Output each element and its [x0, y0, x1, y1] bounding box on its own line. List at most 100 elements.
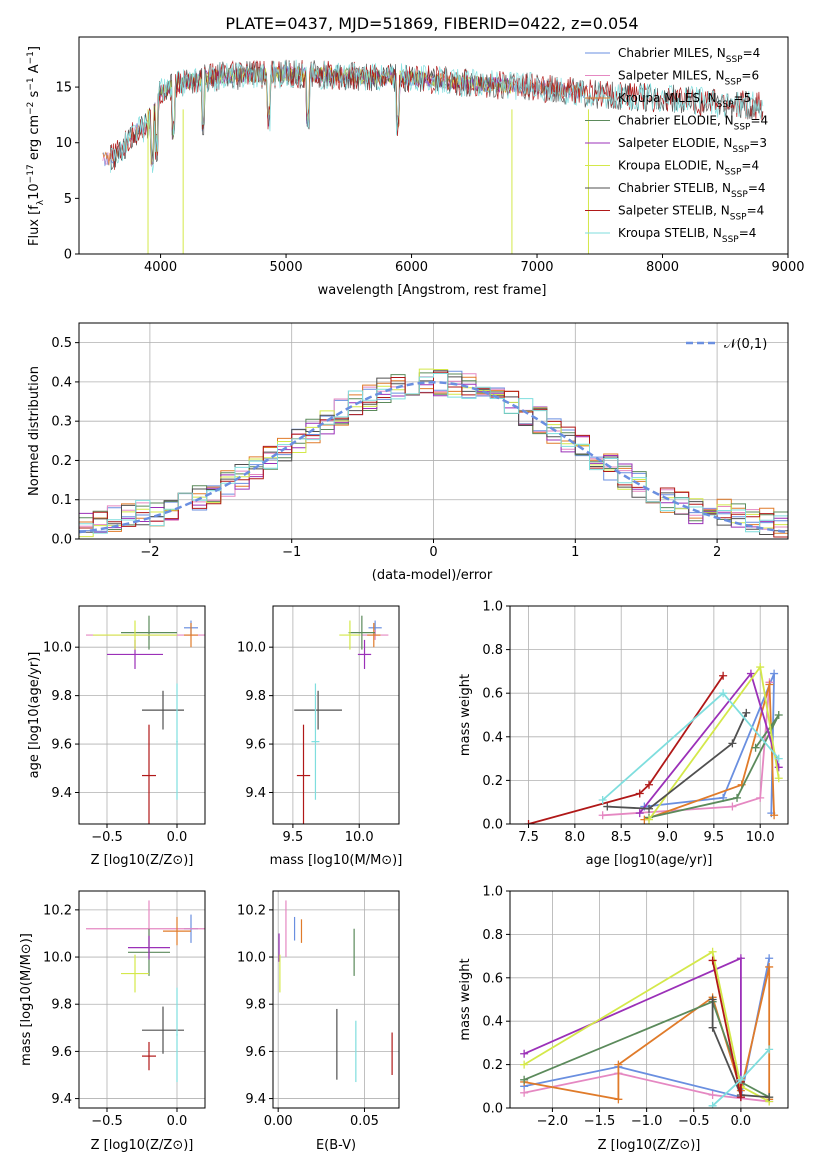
weight-line-chabrier-stelib: [607, 712, 748, 810]
weight-line-salpeter-stelib: [528, 675, 724, 824]
x-tick-label: 0.00: [264, 1114, 293, 1129]
weight-line-chabrier-miles: [644, 673, 775, 814]
weight-marker: [756, 663, 765, 672]
y-tick-label: 10.0: [237, 641, 266, 656]
weight-marker: [708, 995, 717, 1004]
x-tick-label: 7.5: [518, 830, 539, 845]
weight-marker: [770, 669, 779, 678]
legend-label: 𝒩(0,1): [724, 337, 767, 352]
y-tick-label: 0.6: [482, 971, 503, 986]
y-tick-label: 0.1: [51, 493, 72, 508]
y-axis-label: Normed distribution: [27, 366, 42, 496]
axes-age-vs-Z: −0.5 0.0 9.4 9.6 9.8 10.0 Z [log10(Z/Z⊙)] age […: [27, 605, 206, 868]
weight-marker: [614, 1095, 623, 1104]
x-tick-label: 9.5: [704, 830, 725, 845]
legend-label: Salpeter MILES, NSSP=6: [618, 69, 759, 88]
legend-label: Chabrier ELODIE, NSSP=4: [618, 114, 768, 133]
x-tick-label: 5000: [270, 260, 303, 275]
plot-area: [524, 663, 783, 824]
x-axis-label: E(B-V): [316, 1138, 356, 1153]
x-tick-label: 10.0: [345, 830, 374, 845]
axes-frame: [272, 605, 400, 825]
weight-marker: [635, 809, 644, 818]
plot-area: [86, 615, 205, 824]
x-tick-label: 0.0: [167, 830, 188, 845]
x-tick-label: 1: [571, 545, 579, 560]
y-axis-label: mass [log10(M/M⊙)]: [19, 933, 34, 1066]
weight-marker: [751, 743, 760, 752]
axes-weight-vs-age: 7.5 8.0 8.5 9.0 9.5 10.0 0.0 0.2 0.4 0.6 0.8 1.0 age…: [458, 600, 789, 868]
weight-marker: [742, 708, 751, 717]
weight-marker: [598, 811, 607, 820]
weight-marker: [645, 804, 653, 813]
x-tick-label: 0: [429, 545, 437, 560]
axes-residuals: −2 −1 0 1 2 0.0 0.1 0.2 0.3 0.4 0.5 𝒩(0,1) (data-mod…: [27, 322, 789, 583]
y-tick-label: 0.8: [482, 643, 503, 658]
y-tick-label: 9.8: [51, 998, 72, 1013]
x-tick-label: 4000: [144, 260, 177, 275]
y-tick-label: 15: [55, 81, 72, 96]
x-tick-label: −2.0: [537, 1114, 569, 1129]
x-tick-label: −0.5: [678, 1114, 710, 1129]
x-tick-label: 6000: [395, 260, 428, 275]
y-tick-label: 0.0: [482, 1102, 503, 1117]
hist-kroupa-stelib: [79, 373, 788, 534]
y-tick-label: 0.2: [482, 774, 503, 789]
axes-weight-vs-Z: −2.0 −1.5 −1.0 −0.5 0.0 0.0 0.2 0.4 0.6 0.8 1.0 Z […: [458, 885, 789, 1153]
axes-spectrum: 4000 5000 6000 7000 8000 9000 0 5 10 15 wavelength…: [26, 36, 805, 298]
y-tick-label: 10.0: [237, 951, 266, 966]
weight-marker: [708, 947, 717, 956]
figure-title: PLATE=0437, MJD=51869, FIBERID=0422, z=0…: [225, 14, 638, 33]
x-tick-label: 9000: [771, 260, 804, 275]
weight-line-salpeter-miles: [602, 682, 771, 817]
weight-marker: [520, 1075, 529, 1084]
weight-marker: [774, 774, 783, 783]
axes-frame: [509, 605, 789, 825]
x-axis-label: wavelength [Angstrom, rest frame]: [318, 283, 547, 298]
plot-area: [79, 368, 788, 538]
y-tick-label: 9.4: [51, 1092, 72, 1107]
weight-marker: [765, 962, 774, 971]
weight-marker: [774, 711, 783, 719]
weight-marker: [765, 1093, 774, 1102]
axes-mass-vs-Z: −0.5 0.0 9.4 9.6 9.8 10.0 10.2 Z [log10(Z/Z⊙)] m…: [19, 890, 206, 1153]
axes-mass-vs-ebv: 0.00 0.05 9.4 9.6 9.8 10.0 10.2 E(B-V): [237, 890, 400, 1153]
legend-label: Kroupa STELIB, NSSP=4: [618, 226, 756, 245]
x-tick-label: −1.5: [584, 1114, 616, 1129]
y-axis-label: Flux [fλ10−17 erg cm−2 s−1 A−1]: [26, 46, 46, 246]
x-tick-label: −2: [140, 545, 159, 560]
x-tick-label: −0.5: [91, 830, 123, 845]
x-tick-label: 0.0: [731, 1114, 752, 1129]
legend-label: Chabrier STELIB, NSSP=4: [618, 181, 766, 200]
legend-label: Kroupa MILES, NSSP=5: [618, 91, 751, 110]
y-tick-label: 1.0: [482, 885, 503, 900]
x-tick-label: 10.0: [746, 830, 775, 845]
y-axis-label: mass weight: [458, 674, 473, 756]
plot-area: [278, 900, 393, 1083]
y-tick-label: 10: [55, 136, 72, 151]
axes-frame: [509, 890, 789, 1109]
axes-age-vs-mass: 9.5 10.0 9.4 9.6 9.8 10.0 mass [log10(M/M⊙)]: [237, 605, 403, 868]
legend-label: Salpeter STELIB, NSSP=4: [618, 204, 764, 223]
axes-frame: [78, 36, 789, 255]
y-tick-label: 1.0: [482, 600, 503, 615]
y-tick-label: 0: [64, 248, 72, 263]
x-tick-label: 0.05: [350, 1114, 379, 1129]
weight-marker: [520, 1088, 529, 1097]
x-tick-label: 9.0: [657, 830, 678, 845]
y-tick-label: 0.6: [482, 687, 503, 702]
y-tick-label: 9.4: [51, 786, 72, 801]
spectrum-line-kroupa-stelib: [110, 59, 764, 173]
y-tick-label: 0.0: [482, 818, 503, 833]
x-axis-label: mass [log10(M/M⊙)]: [270, 853, 403, 868]
x-tick-label: 8.0: [565, 830, 586, 845]
x-tick-label: 7000: [520, 260, 553, 275]
weight-marker: [520, 1060, 529, 1069]
weight-marker: [733, 793, 742, 802]
weight-marker: [736, 1075, 745, 1084]
plots-layer: 4000 5000 6000 7000 8000 9000051015wavelength…: [19, 36, 805, 1153]
y-tick-label: 0.2: [51, 454, 72, 469]
x-tick-label: 0.0: [167, 1114, 188, 1129]
weight-marker: [728, 802, 737, 811]
y-tick-label: 0.3: [51, 415, 72, 430]
